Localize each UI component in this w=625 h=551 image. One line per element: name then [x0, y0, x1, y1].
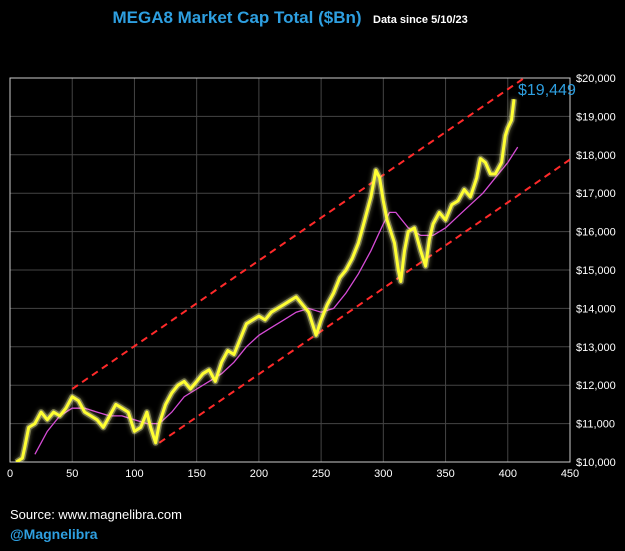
chart: MEGA8 Market Cap Total ($Bn) Data since … — [7, 8, 616, 480]
y-axis: $10,000 $11,000 $12,000 $13,000 $14,000 $15,0… — [576, 73, 616, 469]
market-cap-glow — [14, 98, 517, 462]
moving-average-line — [34, 146, 519, 455]
y-tick-label: $18,000 — [576, 150, 616, 162]
x-tick-label: 100 — [125, 468, 143, 480]
plot-frame — [9, 77, 571, 463]
plot-area — [14, 78, 570, 462]
y-tick-label: $11,000 — [576, 419, 615, 431]
x-tick-label: 450 — [561, 468, 579, 480]
chart-title: MEGA8 Market Cap Total ($Bn) — [112, 8, 361, 27]
last-value-label: $19,449 — [518, 82, 576, 99]
y-tick-label: $10,000 — [576, 457, 616, 469]
x-tick-label: 200 — [250, 468, 268, 480]
x-tick-label: 350 — [436, 468, 454, 480]
x-tick-label: 50 — [66, 468, 78, 480]
y-tick-label: $20,000 — [576, 73, 616, 85]
y-tick-label: $13,000 — [576, 342, 616, 354]
x-tick-label: 250 — [312, 468, 330, 480]
x-tick-label: 300 — [374, 468, 392, 480]
chart-subtitle: Data since 5/10/23 — [373, 14, 468, 26]
y-tick-label: $12,000 — [576, 380, 616, 392]
trend-channel-line — [71, 78, 526, 390]
source-footer: Source: www.magnelibra.com — [10, 507, 182, 522]
y-tick-label: $17,000 — [576, 188, 616, 200]
grid — [9, 77, 571, 463]
y-tick-label: $16,000 — [576, 227, 616, 239]
trend-channel-line — [158, 158, 570, 444]
y-tick-label: $14,000 — [576, 303, 616, 315]
y-tick-label: $19,000 — [576, 111, 616, 123]
x-tick-label: 150 — [187, 468, 205, 480]
x-tick-label: 0 — [7, 468, 13, 480]
twitter-handle: @Magnelibra — [10, 526, 98, 542]
x-tick-label: 400 — [499, 468, 517, 480]
y-tick-label: $15,000 — [576, 265, 616, 277]
x-axis: 0 50 100 150 200 250 300 350 400 450 — [7, 468, 579, 480]
market-cap-line — [15, 99, 516, 462]
